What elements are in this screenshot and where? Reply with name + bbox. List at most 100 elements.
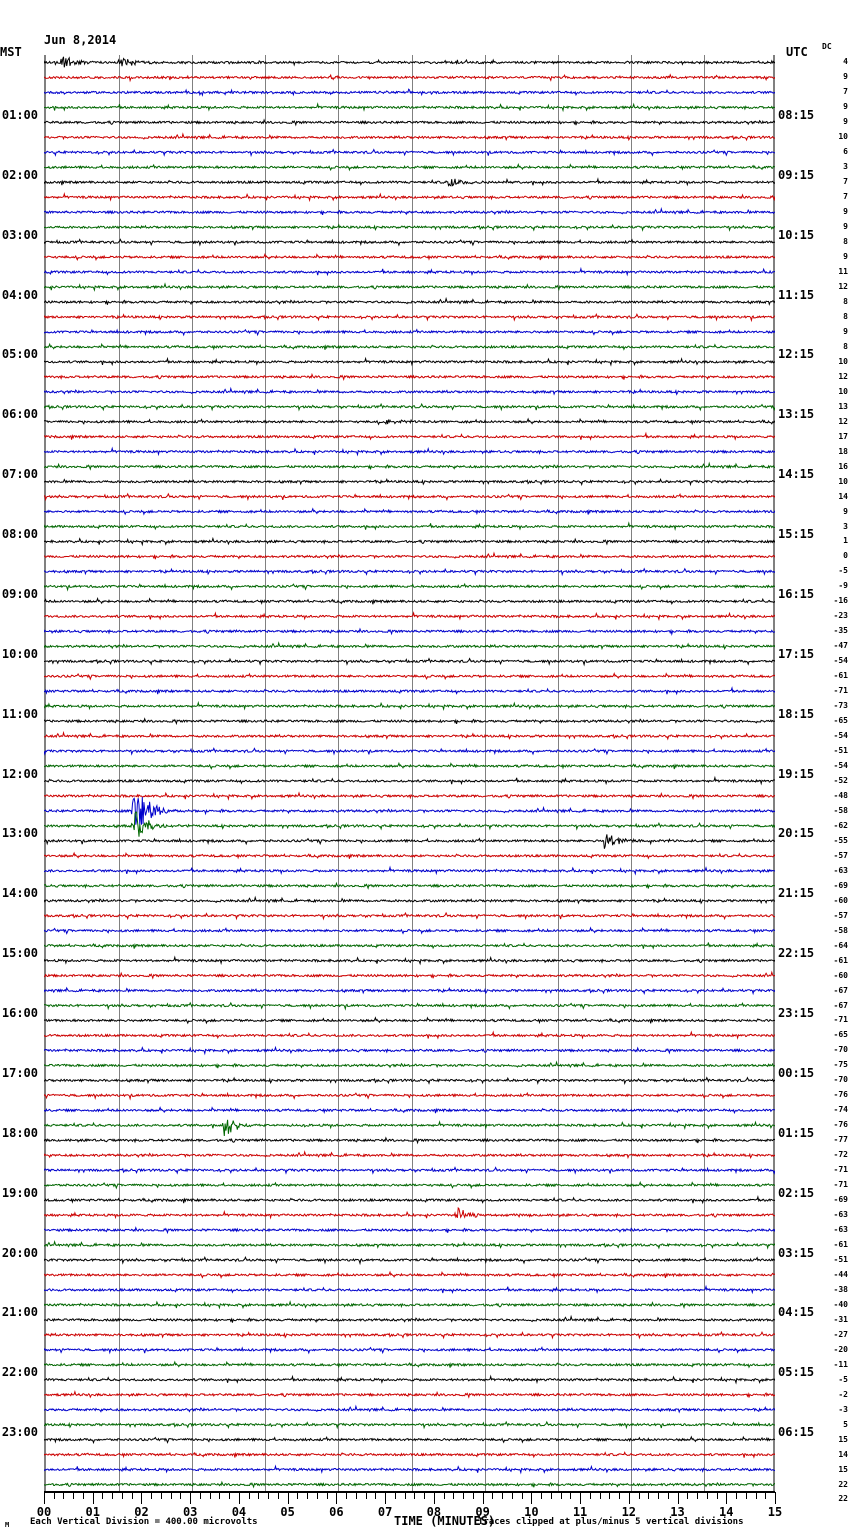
mst-hour-label: 20:00 bbox=[1, 1245, 38, 1260]
dc-value: 10 bbox=[838, 386, 848, 396]
dc-value: 22 bbox=[838, 1479, 848, 1489]
x-axis-minor-tick bbox=[346, 1492, 348, 1499]
vertical-gridline bbox=[630, 55, 632, 1492]
dc-value: 8 bbox=[843, 237, 848, 247]
dc-value: 9 bbox=[843, 117, 848, 127]
vertical-gridline bbox=[265, 55, 267, 1492]
utc-hour-label: 10:15 bbox=[778, 227, 815, 242]
mst-hour-label: 19:00 bbox=[1, 1185, 38, 1200]
dc-value: -27 bbox=[833, 1329, 848, 1339]
dc-value: -11 bbox=[833, 1359, 848, 1369]
dc-value: -2 bbox=[838, 1389, 848, 1399]
trace-row bbox=[44, 356, 775, 367]
mst-hour-label: 13:00 bbox=[1, 826, 38, 841]
x-axis-minor-tick bbox=[706, 1492, 708, 1499]
x-axis-minor-tick bbox=[424, 1492, 426, 1499]
x-axis-minor-tick bbox=[170, 1492, 172, 1499]
x-axis-minor-tick bbox=[160, 1492, 162, 1499]
trace-row bbox=[44, 1435, 775, 1445]
dc-value: 14 bbox=[838, 491, 848, 501]
x-axis-minor-tick bbox=[82, 1492, 84, 1499]
dc-value: 8 bbox=[843, 311, 848, 321]
mst-hour-label: 21:00 bbox=[1, 1305, 38, 1320]
x-axis-minor-tick bbox=[521, 1492, 523, 1499]
x-axis-major-tick bbox=[531, 1492, 533, 1504]
x-axis-minor-tick bbox=[619, 1492, 621, 1499]
trace-row bbox=[44, 148, 775, 158]
footer-scale-note: Each Vertical Division = 400.00 microvol… bbox=[30, 1517, 258, 1527]
dc-value: 14 bbox=[838, 1449, 848, 1459]
utc-hour-label: 15:15 bbox=[778, 527, 815, 541]
dc-value: -20 bbox=[833, 1344, 848, 1354]
dc-value: -76 bbox=[833, 1090, 848, 1100]
dc-value: 16 bbox=[838, 461, 848, 471]
x-axis-minor-tick bbox=[73, 1492, 75, 1499]
x-axis-minor-tick bbox=[502, 1492, 504, 1499]
x-axis-minor-tick bbox=[463, 1492, 465, 1499]
trace-row bbox=[44, 402, 775, 412]
utc-hour-label: 05:15 bbox=[778, 1365, 815, 1380]
seismic-traces bbox=[44, 55, 775, 1492]
mst-hour-label: 23:00 bbox=[1, 1425, 38, 1440]
dc-value: -57 bbox=[833, 910, 848, 920]
trace-row bbox=[44, 507, 775, 516]
dc-value: 9 bbox=[843, 326, 848, 336]
trace-row bbox=[44, 1119, 775, 1137]
trace-row bbox=[44, 446, 775, 457]
dc-value: 15 bbox=[838, 1434, 848, 1444]
dc-value: -57 bbox=[833, 850, 848, 860]
mst-hour-label: 02:00 bbox=[1, 167, 38, 182]
x-axis-minor-tick bbox=[229, 1492, 231, 1499]
x-axis-minor-tick bbox=[199, 1492, 201, 1499]
trace-row bbox=[44, 1404, 775, 1414]
x-axis-minor-tick bbox=[258, 1492, 260, 1499]
dc-value: -61 bbox=[833, 955, 848, 965]
trace-row bbox=[44, 865, 775, 876]
x-axis-major-tick bbox=[628, 1492, 630, 1504]
dc-value: -61 bbox=[833, 671, 848, 681]
utc-hour-label: 01:15 bbox=[778, 1125, 815, 1140]
x-axis-major-tick bbox=[44, 1492, 45, 1504]
x-axis-tick-label: 14 bbox=[719, 1505, 734, 1519]
trace-row bbox=[44, 791, 775, 801]
trace-row bbox=[44, 611, 775, 622]
x-axis-minor-tick bbox=[745, 1492, 747, 1499]
utc-hour-label: 18:15 bbox=[778, 706, 815, 721]
x-axis-minor-tick bbox=[375, 1492, 377, 1499]
trace-row bbox=[44, 73, 775, 83]
trace-row bbox=[44, 417, 775, 426]
x-axis-major-tick bbox=[238, 1492, 240, 1504]
x-axis-minor-tick bbox=[248, 1492, 250, 1499]
trace-row bbox=[44, 1150, 775, 1160]
trace-row bbox=[44, 761, 775, 770]
trace-row bbox=[44, 775, 775, 786]
vertical-gridline bbox=[338, 55, 340, 1492]
trace-row bbox=[44, 834, 775, 849]
dc-value: 9 bbox=[843, 102, 848, 112]
x-axis-minor-tick bbox=[570, 1492, 572, 1499]
trace-row bbox=[44, 372, 775, 382]
x-axis-minor-tick bbox=[414, 1492, 416, 1499]
dc-value: 12 bbox=[838, 416, 848, 426]
utc-hour-label: 19:15 bbox=[778, 766, 815, 781]
dc-value: 9 bbox=[843, 252, 848, 262]
trace-row bbox=[44, 1389, 775, 1399]
trace-row bbox=[44, 102, 775, 113]
trace-row bbox=[44, 881, 775, 890]
utc-hour-label: 11:15 bbox=[778, 287, 815, 302]
vertical-gridline bbox=[411, 55, 413, 1492]
dc-value: 13 bbox=[838, 401, 848, 411]
dc-value: -77 bbox=[833, 1135, 848, 1145]
trace-row bbox=[44, 342, 775, 351]
dc-value: 9 bbox=[843, 72, 848, 82]
trace-row bbox=[44, 657, 775, 667]
x-axis-minor-tick bbox=[599, 1492, 601, 1499]
trace-row bbox=[44, 1091, 775, 1101]
trace-row bbox=[44, 926, 775, 935]
trace-row bbox=[44, 686, 775, 696]
utc-hour-label: 09:15 bbox=[778, 167, 815, 182]
trace-row bbox=[44, 671, 775, 681]
footer-clipping-note: Traces clipped at plus/minus 5 vertical … bbox=[478, 1517, 744, 1527]
dc-value: -58 bbox=[833, 805, 848, 815]
x-axis-tick-label: 10 bbox=[524, 1505, 539, 1519]
